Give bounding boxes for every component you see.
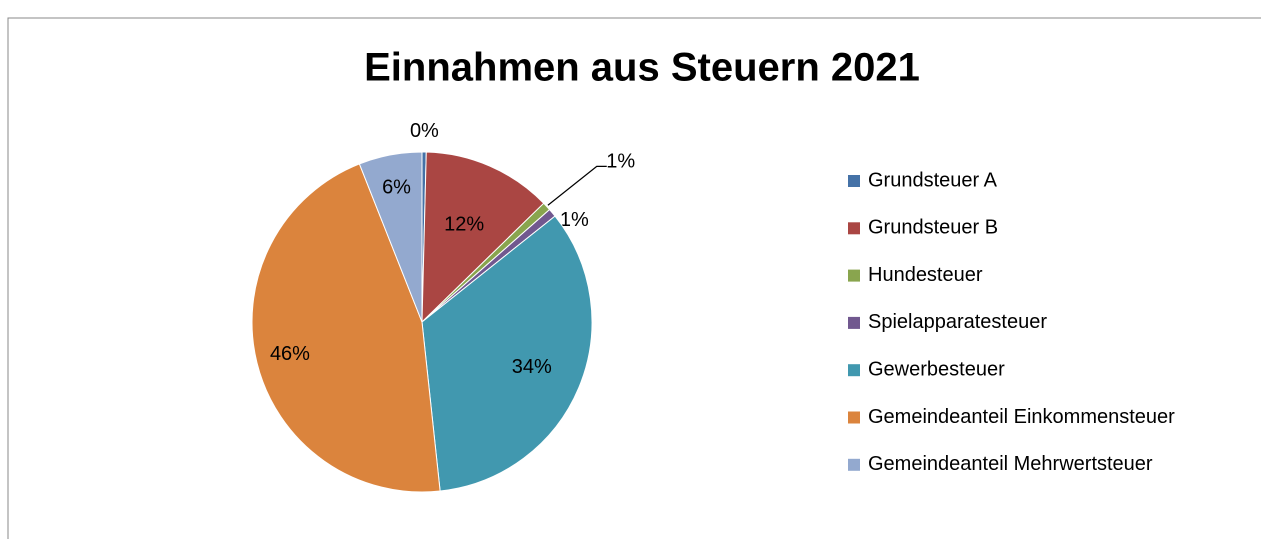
data-label: 6%	[382, 177, 411, 199]
data-label: 46%	[270, 343, 310, 365]
legend-swatch	[848, 269, 860, 282]
data-label: 1%	[606, 151, 635, 173]
chart-frame	[7, 17, 1261, 539]
pie-slice	[421, 215, 593, 492]
pie-slice	[421, 151, 545, 324]
legend-swatch	[848, 458, 860, 471]
data-label: 1%	[560, 209, 589, 231]
legend-swatch	[848, 175, 860, 187]
legend-label: Spielapparatesteuer	[868, 311, 1047, 333]
legend-swatch	[848, 316, 860, 329]
legend-label: Grundsteuer B	[868, 217, 998, 239]
legend-label: Grundsteuer A	[868, 169, 998, 191]
pie-slice	[251, 163, 441, 493]
legend-label: Gemeindeanteil Mehrwertsteuer	[868, 453, 1153, 475]
leader-line	[547, 165, 607, 206]
legend-swatch	[848, 364, 860, 377]
legend-swatch	[848, 222, 860, 235]
data-label: 0%	[410, 120, 439, 142]
data-label: 34%	[512, 356, 552, 378]
pie-slice	[358, 151, 423, 323]
legend-label: Hundesteuer	[868, 264, 983, 286]
data-label: 12%	[444, 214, 484, 236]
legend-swatch	[848, 411, 860, 424]
chart-title: Einnahmen aus Steuern 2021	[364, 46, 920, 90]
legend-label: Gewerbesteuer	[868, 358, 1005, 380]
legend-label: Gemeindeanteil Einkommensteuer	[868, 406, 1175, 428]
